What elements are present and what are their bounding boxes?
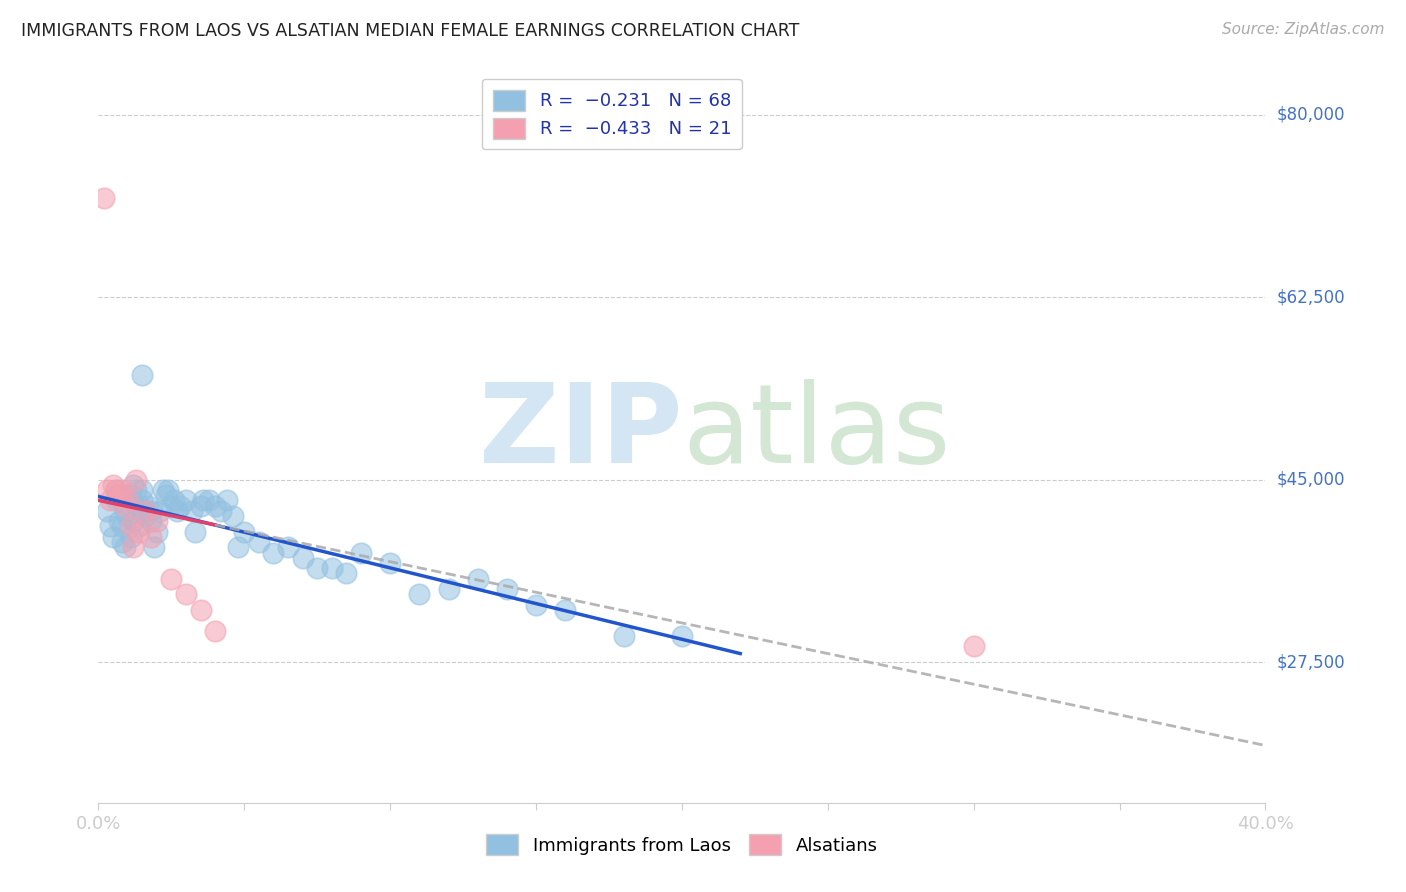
Point bbox=[209, 504, 232, 518]
Text: ZIP: ZIP bbox=[478, 379, 682, 486]
Legend: Immigrants from Laos, Alsatians: Immigrants from Laos, Alsatians bbox=[477, 825, 887, 864]
Point bbox=[122, 514, 145, 528]
Point bbox=[134, 504, 156, 518]
Point bbox=[160, 572, 183, 586]
Point bbox=[96, 483, 118, 497]
Point bbox=[174, 493, 197, 508]
Point bbox=[101, 477, 124, 491]
Point bbox=[169, 499, 191, 513]
Point bbox=[104, 483, 127, 497]
Point bbox=[111, 535, 134, 549]
Point bbox=[321, 561, 343, 575]
Point bbox=[117, 493, 139, 508]
Text: atlas: atlas bbox=[682, 379, 950, 486]
Point bbox=[111, 519, 134, 533]
Point bbox=[98, 519, 121, 533]
Point bbox=[160, 499, 183, 513]
Point bbox=[152, 483, 174, 497]
Point bbox=[96, 504, 118, 518]
Point bbox=[277, 541, 299, 555]
Point bbox=[114, 541, 136, 555]
Point bbox=[335, 566, 357, 581]
Point bbox=[163, 493, 186, 508]
Point bbox=[128, 519, 150, 533]
Point bbox=[101, 530, 124, 544]
Point bbox=[174, 587, 197, 601]
Point bbox=[108, 514, 131, 528]
Point bbox=[122, 541, 145, 555]
Point bbox=[139, 530, 162, 544]
Point bbox=[98, 493, 121, 508]
Point bbox=[93, 191, 115, 205]
Point bbox=[120, 519, 142, 533]
Point bbox=[125, 499, 148, 513]
Point bbox=[204, 499, 226, 513]
Point bbox=[108, 488, 131, 502]
Point bbox=[233, 524, 256, 539]
Point bbox=[307, 561, 329, 575]
Text: Source: ZipAtlas.com: Source: ZipAtlas.com bbox=[1222, 22, 1385, 37]
Point bbox=[134, 509, 156, 524]
Point bbox=[108, 488, 131, 502]
Point bbox=[122, 477, 145, 491]
Point bbox=[437, 582, 460, 596]
Point bbox=[131, 483, 153, 497]
Point bbox=[149, 504, 172, 518]
Point bbox=[131, 368, 153, 383]
Point bbox=[120, 530, 142, 544]
Point bbox=[114, 504, 136, 518]
Point bbox=[467, 572, 489, 586]
Point bbox=[157, 483, 180, 497]
Point bbox=[125, 473, 148, 487]
Point bbox=[190, 603, 212, 617]
Point bbox=[166, 504, 188, 518]
Point bbox=[554, 603, 576, 617]
Point bbox=[146, 524, 169, 539]
Point bbox=[134, 504, 156, 518]
Point bbox=[183, 524, 205, 539]
Point bbox=[221, 509, 243, 524]
Text: $45,000: $45,000 bbox=[1277, 471, 1346, 489]
Point bbox=[128, 524, 150, 539]
Point bbox=[496, 582, 519, 596]
Point bbox=[215, 493, 238, 508]
Point bbox=[142, 541, 165, 555]
Point bbox=[114, 499, 136, 513]
Point bbox=[247, 535, 270, 549]
Point bbox=[131, 493, 153, 508]
Point bbox=[139, 504, 162, 518]
Point bbox=[120, 488, 142, 502]
Point bbox=[612, 629, 634, 643]
Point bbox=[193, 493, 215, 508]
Text: $80,000: $80,000 bbox=[1277, 105, 1346, 124]
Point bbox=[146, 514, 169, 528]
Point bbox=[180, 504, 202, 518]
Point bbox=[228, 541, 250, 555]
Point bbox=[111, 483, 134, 497]
Point bbox=[104, 493, 127, 508]
Point bbox=[380, 556, 402, 570]
Point bbox=[350, 545, 373, 559]
Point bbox=[155, 488, 177, 502]
Point bbox=[198, 493, 221, 508]
Point bbox=[117, 509, 139, 524]
Point bbox=[262, 545, 284, 559]
Point bbox=[524, 598, 547, 612]
Point bbox=[291, 550, 314, 565]
Point bbox=[962, 640, 984, 654]
Point bbox=[125, 483, 148, 497]
Point bbox=[190, 499, 212, 513]
Point bbox=[128, 499, 150, 513]
Point bbox=[139, 514, 162, 528]
Point bbox=[136, 499, 159, 513]
Text: IMMIGRANTS FROM LAOS VS ALSATIAN MEDIAN FEMALE EARNINGS CORRELATION CHART: IMMIGRANTS FROM LAOS VS ALSATIAN MEDIAN … bbox=[21, 22, 800, 40]
Text: $27,500: $27,500 bbox=[1277, 653, 1346, 671]
Point bbox=[117, 493, 139, 508]
Text: $62,500: $62,500 bbox=[1277, 288, 1346, 306]
Point bbox=[104, 483, 127, 497]
Point bbox=[671, 629, 693, 643]
Point bbox=[408, 587, 430, 601]
Point bbox=[204, 624, 226, 638]
